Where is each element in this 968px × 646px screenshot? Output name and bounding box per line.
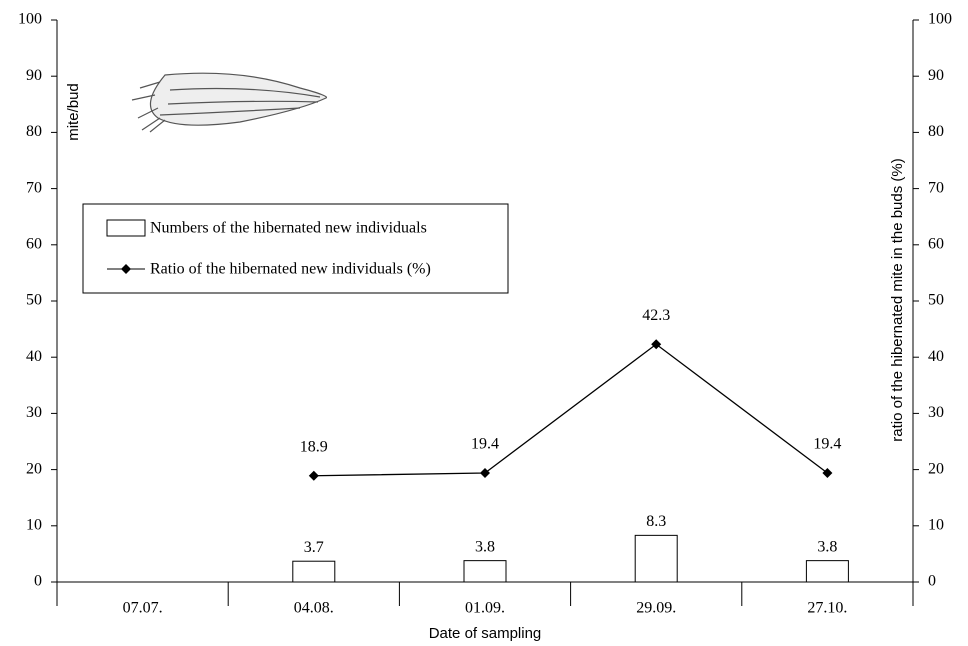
- y-axis-label: mite/bud: [65, 83, 82, 141]
- y2-tick-label: 50: [928, 292, 944, 309]
- legend-bar-swatch: [107, 220, 145, 236]
- y2-tick-label: 70: [928, 179, 944, 196]
- y-tick-label: 50: [26, 292, 42, 309]
- y2-tick-label: 100: [928, 11, 952, 28]
- y2-tick-label: 60: [928, 235, 944, 252]
- x-tick-label: 27.10.: [807, 600, 847, 617]
- chart: mite/bud ratio of the hibernated mite in…: [0, 0, 968, 646]
- y-tick-label: 70: [26, 179, 42, 196]
- y2-axis-label: ratio of the hibernated mite in the buds…: [889, 158, 906, 442]
- line-value-label: 18.9: [300, 438, 328, 455]
- line-marker: [822, 468, 832, 478]
- bar-value-label: 3.7: [304, 539, 324, 556]
- y2-tick-label: 80: [928, 123, 944, 140]
- bar-value-label: 8.3: [646, 513, 666, 530]
- line-marker: [309, 471, 319, 481]
- y2-tick-label: 0: [928, 573, 936, 590]
- y2-tick-label: 30: [928, 404, 944, 421]
- y2-tick-label: 40: [928, 348, 944, 365]
- y-tick-label: 80: [26, 123, 42, 140]
- page: {"chart_data": {"type": "bar", "categori…: [0, 0, 968, 646]
- y-tick-label: 30: [26, 404, 42, 421]
- legend-label: Numbers of the hibernated new individual…: [150, 220, 427, 237]
- y-tick-label: 60: [26, 235, 42, 252]
- legend-label: Ratio of the hibernated new individuals …: [150, 261, 431, 278]
- y-tick-label: 90: [26, 67, 42, 84]
- line-value-label: 19.4: [471, 436, 499, 453]
- y2-tick-label: 10: [928, 516, 944, 533]
- x-tick-label: 07.07.: [123, 600, 163, 617]
- x-axis-label: Date of sampling: [429, 625, 542, 642]
- y2-tick-label: 90: [928, 67, 944, 84]
- y-tick-label: 0: [34, 573, 42, 590]
- line-value-label: 19.4: [813, 436, 841, 453]
- legend-box: [83, 204, 508, 293]
- y-tick-label: 40: [26, 348, 42, 365]
- bar-value-label: 3.8: [817, 538, 837, 555]
- x-tick-label: 04.08.: [294, 600, 334, 617]
- y-tick-label: 100: [18, 11, 42, 28]
- bar-value-label: 3.8: [475, 538, 495, 555]
- mite-illustration: [132, 73, 326, 132]
- bar: [464, 561, 506, 582]
- line: [314, 344, 828, 476]
- line-marker: [651, 339, 661, 349]
- line-value-label: 42.3: [642, 307, 670, 324]
- bar: [635, 535, 677, 582]
- x-tick-label: 29.09.: [636, 600, 676, 617]
- bar: [806, 561, 848, 582]
- bar: [293, 561, 335, 582]
- x-tick-label: 01.09.: [465, 600, 505, 617]
- y2-tick-label: 20: [928, 460, 944, 477]
- y-tick-label: 20: [26, 460, 42, 477]
- y-tick-label: 10: [26, 516, 42, 533]
- line-marker: [480, 468, 490, 478]
